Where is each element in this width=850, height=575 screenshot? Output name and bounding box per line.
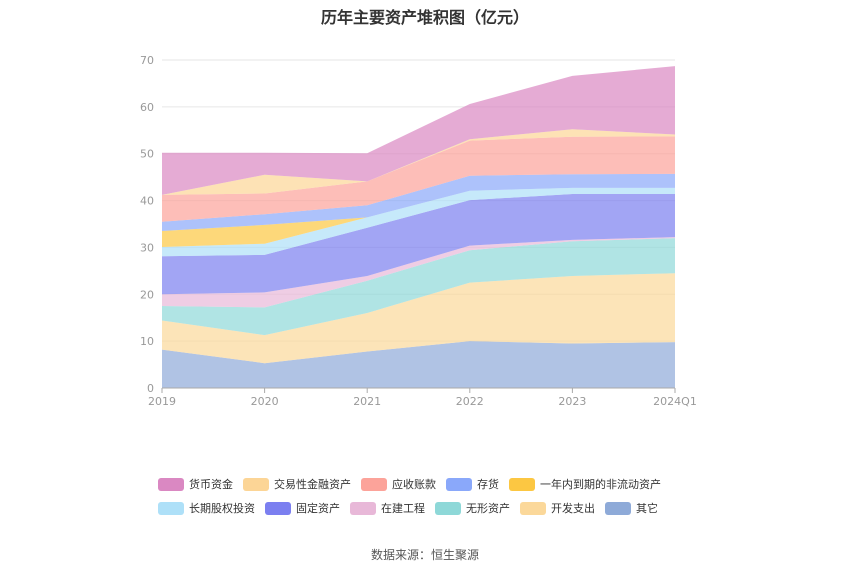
legend-label: 固定资产 — [296, 502, 340, 515]
x-tick-label: 2024Q1 — [653, 395, 697, 408]
y-tick-label: 30 — [140, 241, 154, 254]
stacked-area-chart: 0 10 20 30 40 50 60 70 2019 2020 2021 2022 2023 2024Q… — [140, 54, 697, 408]
legend-row: 货币资金 交易性金融资产 应收账款 存货 一年内到期的非流动资产 — [158, 472, 718, 496]
legend-swatch — [158, 501, 184, 515]
legend-swatch — [520, 501, 546, 515]
area-series-7 — [162, 173, 675, 231]
y-tick-label: 60 — [140, 101, 154, 114]
x-tick-label: 2023 — [558, 395, 586, 408]
area-series-2 — [162, 238, 675, 336]
legend-label: 在建工程 — [381, 502, 425, 515]
area-series-6 — [162, 187, 675, 247]
legend-row: 长期股权投资 固定资产 在建工程 无形资产 开发支出 其它 — [158, 496, 718, 520]
y-tick-label: 70 — [140, 54, 154, 67]
legend-label: 交易性金融资产 — [274, 478, 351, 491]
y-tick-label: 0 — [147, 382, 154, 395]
x-tick-label: 2019 — [148, 395, 176, 408]
legend-item[interactable]: 其它 — [605, 500, 658, 516]
area-series-5 — [162, 187, 675, 257]
area-series-10 — [162, 66, 675, 195]
area-series-9 — [162, 129, 675, 195]
legend-label: 其它 — [636, 502, 658, 515]
legend-item[interactable]: 一年内到期的非流动资产 — [509, 476, 661, 492]
legend-label: 应收账款 — [392, 478, 436, 491]
legend-swatch — [361, 477, 387, 491]
legend-label: 开发支出 — [551, 502, 595, 515]
x-tick-label: 2021 — [353, 395, 381, 408]
legend: 货币资金 交易性金融资产 应收账款 存货 一年内到期的非流动资产长期股权投资 固定资产 在建… — [158, 472, 718, 520]
legend-item[interactable]: 开发支出 — [520, 500, 595, 516]
legend-item[interactable]: 交易性金融资产 — [243, 476, 351, 492]
legend-item[interactable]: 长期股权投资 — [158, 500, 255, 516]
legend-swatch — [509, 477, 535, 491]
axes: 0 10 20 30 40 50 60 70 2019 2020 2021 2022 2023 2024Q… — [140, 54, 697, 408]
legend-item[interactable]: 应收账款 — [361, 476, 436, 492]
legend-swatch — [158, 477, 184, 491]
legend-swatch — [605, 501, 631, 515]
legend-swatch — [265, 501, 291, 515]
legend-label: 货币资金 — [189, 478, 233, 491]
x-tick-label: 2022 — [456, 395, 484, 408]
legend-item[interactable]: 固定资产 — [265, 500, 340, 516]
area-series-4 — [162, 194, 675, 295]
legend-item[interactable]: 无形资产 — [435, 500, 510, 516]
legend-swatch — [350, 501, 376, 515]
area-series-group — [162, 66, 675, 388]
y-tick-label: 40 — [140, 195, 154, 208]
area-series-8 — [162, 136, 675, 222]
legend-swatch — [446, 477, 472, 491]
legend-label: 存货 — [477, 478, 499, 491]
area-series-3 — [162, 237, 675, 308]
chart-title: 历年主要资产堆积图（亿元） — [320, 8, 529, 27]
legend-item[interactable]: 在建工程 — [350, 500, 425, 516]
legend-item[interactable]: 货币资金 — [158, 476, 233, 492]
legend-label: 无形资产 — [466, 502, 510, 515]
legend-swatch — [435, 501, 461, 515]
legend-label: 一年内到期的非流动资产 — [540, 478, 661, 491]
y-tick-label: 10 — [140, 335, 154, 348]
data-source-note: 数据来源：恒生聚源 — [370, 548, 479, 562]
legend-item[interactable]: 存货 — [446, 476, 499, 492]
y-tick-label: 20 — [140, 288, 154, 301]
area-series-1 — [162, 273, 675, 364]
legend-label: 长期股权投资 — [189, 502, 255, 515]
legend-swatch — [243, 477, 269, 491]
area-series-0 — [162, 341, 675, 388]
y-tick-label: 50 — [140, 148, 154, 161]
x-tick-label: 2020 — [251, 395, 279, 408]
